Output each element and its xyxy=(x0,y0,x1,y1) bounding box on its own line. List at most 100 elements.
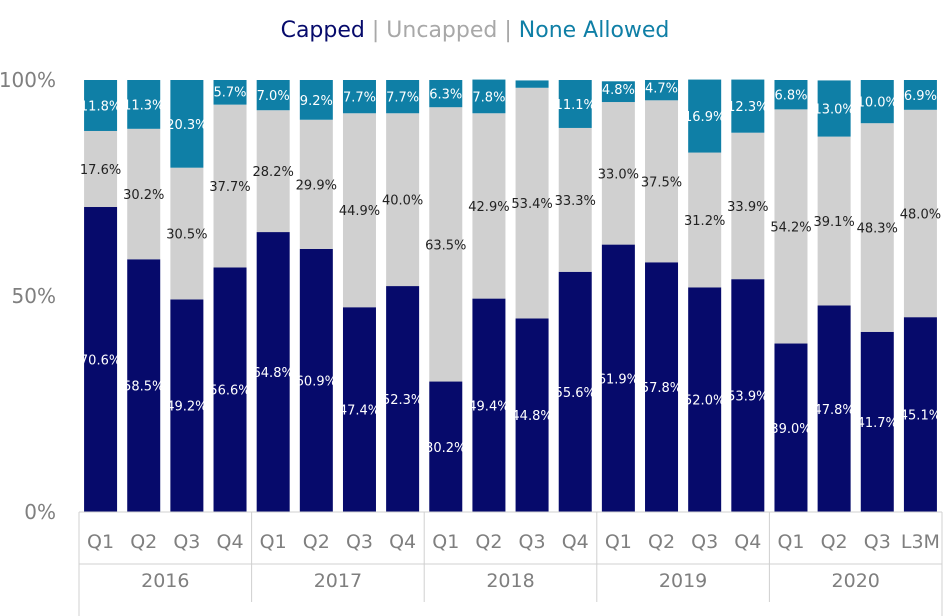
data-label: 39.0% xyxy=(770,422,811,437)
bar-segment-capped xyxy=(860,331,894,512)
x-tick-label: Q3 xyxy=(173,531,200,553)
data-label: 31.2% xyxy=(684,214,725,229)
bar-segment-capped xyxy=(84,207,118,512)
bar-segment-none-allowed xyxy=(84,80,118,131)
data-label: 44.8% xyxy=(511,409,552,424)
bar-segment-none-allowed xyxy=(515,80,549,88)
bar-segment-uncapped xyxy=(645,100,679,263)
data-label: 64.8% xyxy=(253,366,294,381)
bar-segment-capped xyxy=(429,381,463,512)
data-label: 52.3% xyxy=(382,393,423,408)
data-label: 58.5% xyxy=(123,380,164,395)
data-label: 7.0% xyxy=(257,89,290,104)
x-tick-label: Q1 xyxy=(432,531,459,553)
bar-segment-capped xyxy=(645,262,679,512)
data-label: 28.2% xyxy=(253,165,294,180)
bar-segment-uncapped xyxy=(558,127,592,272)
bar-segment-capped xyxy=(299,248,333,513)
data-label: 55.6% xyxy=(555,386,596,401)
bar-segment-capped xyxy=(774,343,808,512)
bar-segment-uncapped xyxy=(731,132,765,280)
bar-segment-none-allowed xyxy=(472,79,506,114)
legend-separator: | xyxy=(371,18,380,43)
data-label: 11.8% xyxy=(80,99,121,114)
group-label: 2017 xyxy=(314,570,362,592)
data-label: 47.8% xyxy=(813,403,854,418)
bar-segment-none-allowed xyxy=(903,80,937,110)
bar-segment-uncapped xyxy=(601,102,635,245)
x-tick-label: Q4 xyxy=(389,531,416,553)
x-tick-label: Q4 xyxy=(217,531,244,553)
y-tick-label: 0% xyxy=(24,500,56,524)
data-label: 53.4% xyxy=(511,197,552,212)
data-label: 9.2% xyxy=(300,94,333,109)
bar-segment-capped xyxy=(601,244,635,513)
legend-separator: | xyxy=(504,18,512,43)
data-label: 30.5% xyxy=(166,228,207,243)
y-tick-label: 50% xyxy=(12,284,56,308)
data-label: 20.3% xyxy=(166,118,207,133)
bar-segment-none-allowed xyxy=(688,79,722,153)
data-label: 52.0% xyxy=(684,394,725,409)
data-label: 5.7% xyxy=(214,86,247,101)
data-label: 49.2% xyxy=(166,400,207,415)
x-tick-label: Q3 xyxy=(691,531,718,553)
data-label: 10.0% xyxy=(857,96,898,111)
bar-segment-none-allowed xyxy=(256,80,290,111)
bar-segment-capped xyxy=(386,286,420,512)
data-label: 6.8% xyxy=(774,89,807,104)
data-label: 13.0% xyxy=(813,103,854,118)
bar-segment-capped xyxy=(256,232,290,512)
data-label: 41.7% xyxy=(857,416,898,431)
bar-segment-uncapped xyxy=(515,87,549,319)
data-label: 4.8% xyxy=(602,83,635,98)
bar-segment-uncapped xyxy=(472,113,506,299)
data-label: 33.0% xyxy=(598,167,639,182)
data-label: 30.2% xyxy=(123,188,164,203)
data-label: 56.6% xyxy=(209,384,250,399)
bar-segment-uncapped xyxy=(299,119,333,249)
bar-segment-none-allowed xyxy=(731,79,765,133)
bar-segment-none-allowed xyxy=(299,80,333,120)
data-label: 54.2% xyxy=(770,220,811,235)
bar-segment-capped xyxy=(515,318,549,512)
bar-segment-uncapped xyxy=(903,109,937,318)
data-label: 48.3% xyxy=(857,222,898,237)
bar-segment-capped xyxy=(731,279,765,512)
bar-segment-uncapped xyxy=(342,113,376,308)
x-tick-label: Q2 xyxy=(303,531,330,553)
y-tick-label: 100% xyxy=(0,68,56,92)
x-tick-label: Q3 xyxy=(519,531,546,553)
bar-segment-capped xyxy=(817,305,851,512)
data-label: 7.7% xyxy=(343,91,376,106)
data-label: 6.3% xyxy=(429,88,462,103)
legend-uncapped: Uncapped xyxy=(386,18,498,43)
bar-segment-uncapped xyxy=(84,130,118,208)
bar-segment-none-allowed xyxy=(342,80,376,114)
bar-segment-none-allowed xyxy=(860,80,894,124)
x-tick-label: Q1 xyxy=(87,531,114,553)
bar-segment-none-allowed xyxy=(601,81,635,103)
data-label: 45.1% xyxy=(900,409,941,424)
bar-segment-uncapped xyxy=(860,123,894,332)
bar-segment-none-allowed xyxy=(429,80,463,108)
x-tick-label: Q1 xyxy=(260,531,287,553)
x-tick-label: Q4 xyxy=(734,531,761,553)
data-label: 53.9% xyxy=(727,390,768,405)
data-label: 16.9% xyxy=(684,110,725,125)
data-label: 42.9% xyxy=(468,200,509,215)
x-tick-label: Q2 xyxy=(648,531,675,553)
x-tick-label: Q1 xyxy=(605,531,632,553)
x-tick-label: Q4 xyxy=(562,531,589,553)
data-label: 7.7% xyxy=(386,91,419,106)
x-tick-label: Q3 xyxy=(864,531,891,553)
data-label: 40.0% xyxy=(382,194,423,209)
bar-segment-none-allowed xyxy=(774,80,808,110)
bar-segment-uncapped xyxy=(127,128,161,260)
bar-segment-none-allowed xyxy=(170,80,204,168)
bar-segment-none-allowed xyxy=(817,80,851,137)
group-label: 2016 xyxy=(141,570,189,592)
data-label: 37.7% xyxy=(209,180,250,195)
